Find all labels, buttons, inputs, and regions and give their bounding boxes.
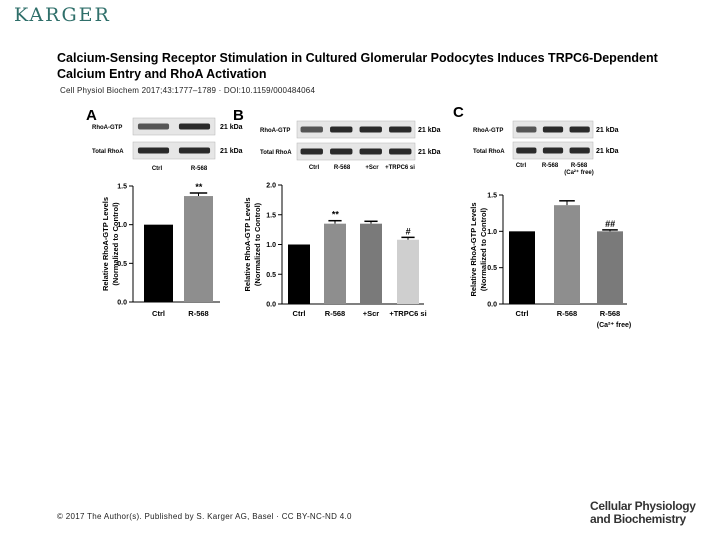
- panel-c-blot-lane-label: Ctrl: [516, 163, 527, 169]
- panel-c-blot-lane-label: R-568: [571, 163, 588, 169]
- journal-line-1: Cellular Physiology: [590, 499, 696, 513]
- panel-c-blot-row-label: Total RhoA: [473, 149, 505, 155]
- panel-c-blot-band: [516, 147, 537, 154]
- panel-b-blot-row-label: Total RhoA: [260, 150, 292, 156]
- panel-c-y-tick-label: 0.5: [487, 265, 497, 272]
- panel-c-blot-kda: 21 kDa: [596, 148, 619, 155]
- panel-c-blot-row-label: RhoA-GTP: [473, 128, 503, 134]
- panel-b-significance: **: [331, 210, 339, 220]
- panel-a-blot-band: [137, 123, 170, 130]
- panel-b-blot-band: [300, 148, 323, 155]
- panel-b-blot-lane-label: R-568: [334, 165, 351, 171]
- panel-b-blot-kda: 21 kDa: [418, 127, 441, 134]
- panel-b-significance: #: [405, 226, 410, 236]
- panel-a-y-label-line-2: (Normalized to Control): [111, 202, 120, 286]
- panel-b-letter: B: [233, 107, 244, 124]
- panel-a-blot-lane-label: R-568: [191, 166, 208, 172]
- panel-a-y-tick-label: 0.0: [117, 300, 127, 307]
- panel-a-blot-band: [178, 123, 211, 130]
- panel-c-bar-2: [597, 231, 623, 304]
- panel-a-y-label-line-1: Relative RhoA-GTP Levels: [101, 197, 110, 291]
- panel-c-category-label: Ctrl: [516, 309, 529, 318]
- panel-b-blot-lane-label: Ctrl: [309, 165, 320, 171]
- panel-a-y-tick-label: 0.5: [117, 261, 127, 268]
- panel-b-blot-band: [330, 126, 353, 133]
- panel-c-y-label-line-2: (Normalized to Control): [479, 207, 488, 291]
- panel-c-category-label: R-568: [600, 309, 620, 318]
- panel-b-category-label: +Scr: [363, 309, 380, 318]
- panel-b-y-tick-label: 1.0: [266, 242, 276, 249]
- panel-b-blot-lane-label: +Scr: [365, 165, 379, 171]
- panel-a-y-tick-label: 1.5: [117, 184, 127, 191]
- journal-line-2: and Biochemistry: [590, 512, 686, 526]
- journal-logo: Cellular Physiology and Biochemistry: [590, 500, 696, 526]
- panel-b-bar-3: [397, 239, 419, 304]
- panel-b-y-tick-label: 2.0: [266, 183, 276, 190]
- panel-c-y-tick-label: 1.5: [487, 193, 497, 200]
- panel-b-bar-1: [324, 223, 346, 304]
- panel-c-category-label: R-568: [557, 309, 577, 318]
- panel-c-bar-1: [554, 205, 580, 304]
- panel-b-blot-row-label: RhoA-GTP: [260, 128, 290, 134]
- figure-title: Calcium-Sensing Receptor Stimulation in …: [57, 51, 658, 81]
- panel-a-bar-1: [184, 196, 213, 302]
- citation: Cell Physiol Biochem 2017;43:1777–1789 ·…: [60, 86, 316, 95]
- panel-b-bar-2: [360, 223, 382, 304]
- panel-b-y-tick-label: 0.0: [266, 302, 276, 309]
- panel-a-y-tick-label: 1.0: [117, 222, 127, 229]
- panel-b-blot-band: [389, 126, 412, 133]
- panel-b-bar-0: [288, 244, 310, 304]
- panel-b-blot-kda: 21 kDa: [418, 149, 441, 156]
- panel-c-blot-band: [569, 126, 590, 133]
- panel-b-blot-lane-label: +TRPC6 si: [385, 165, 415, 171]
- panel-c-blot-kda: 21 kDa: [596, 127, 619, 134]
- panel-a-blot-lane-label: Ctrl: [152, 166, 163, 172]
- panel-c-category-sublabel: (Ca²⁺ free): [597, 322, 631, 329]
- panel-b-blot-strip-1: [296, 142, 416, 161]
- panel-a-blot-band: [178, 147, 211, 154]
- panel-b-y-label-line-2: (Normalized to Control): [253, 202, 262, 286]
- karger-logo: KARGER: [14, 4, 111, 26]
- panel-a-blot-strip-1: [132, 141, 216, 160]
- panel-a-blot-kda: 21 kDa: [220, 148, 243, 155]
- panel-b-y-tick-label: 0.5: [266, 272, 276, 279]
- panel-c-y-label-line-1: Relative RhoA-GTP Levels: [469, 202, 478, 296]
- panel-b-category-label: +TRPC6 si: [389, 309, 426, 318]
- panel-a-category-label: R-568: [188, 309, 208, 318]
- panel-b-blot-band: [359, 126, 382, 133]
- panel-b-y-label-line-1: Relative RhoA-GTP Levels: [243, 197, 252, 291]
- copyright-footer: © 2017 The Author(s). Published by S. Ka…: [57, 512, 352, 521]
- panel-b-blot-band: [330, 148, 353, 155]
- panel-c-blot-lane-label: R-568: [542, 163, 559, 169]
- panel-c-blot-band: [542, 126, 564, 133]
- panel-a-bar-0: [144, 224, 173, 302]
- panel-b-blot-strip-0: [296, 120, 416, 139]
- panel-a-blot-strip-0: [132, 117, 216, 136]
- panel-a-letter: A: [86, 107, 97, 124]
- panel-a-blot-band: [137, 147, 170, 154]
- panel-c-blot-lane-sub: (Ca²⁺ free): [564, 169, 594, 176]
- panel-c-y-tick-label: 1.0: [487, 229, 497, 236]
- panel-a-blot-row-label: Total RhoA: [92, 149, 124, 155]
- panel-c-letter: C: [453, 104, 464, 121]
- panel-a-category-label: Ctrl: [152, 309, 165, 318]
- panel-c-blot-band: [516, 126, 537, 133]
- panel-c-blot-band: [542, 147, 564, 154]
- panel-a-blot-kda: 21 kDa: [220, 124, 243, 131]
- panel-b-category-label: Ctrl: [293, 309, 306, 318]
- panel-c-y-tick-label: 0.0: [487, 302, 497, 309]
- panel-b-y-tick-label: 1.5: [266, 212, 276, 219]
- panel-a-blot-row-label: RhoA-GTP: [92, 125, 122, 131]
- panel-b-category-label: R-568: [325, 309, 345, 318]
- panel-c-significance: ##: [605, 219, 615, 229]
- panel-b-blot-band: [300, 126, 323, 133]
- panel-c-blot-band: [569, 147, 590, 154]
- panel-b-blot-band: [389, 148, 412, 155]
- panel-a-significance: **: [195, 182, 203, 192]
- panel-c-bar-0: [509, 231, 535, 304]
- panel-b-blot-band: [359, 148, 382, 155]
